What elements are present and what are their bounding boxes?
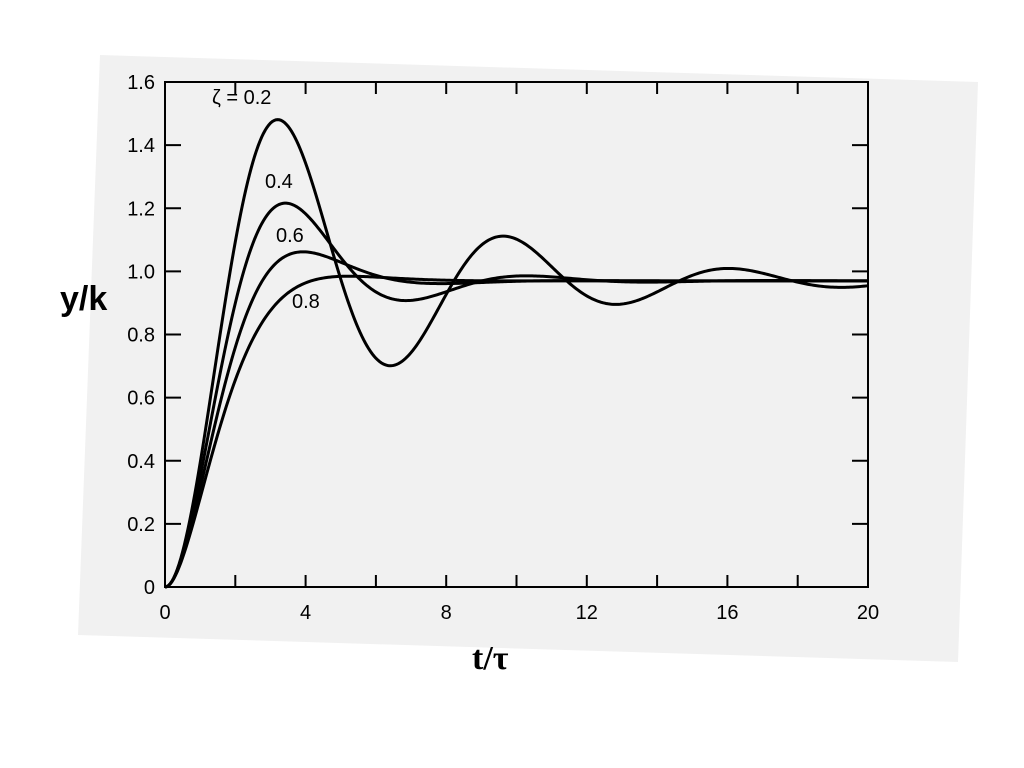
series-labels: ζ = 0.2 0.4 0.6 0.8 <box>212 87 320 313</box>
series-line <box>164 274 868 589</box>
y-tick-label: 0 <box>144 577 155 599</box>
series-label: 0.4 <box>265 171 293 193</box>
y-tick-label: 0.6 <box>127 388 155 410</box>
x-tick-label: 4 <box>300 602 311 624</box>
paper-sheet <box>78 55 978 662</box>
series-label: 0.8 <box>292 291 320 313</box>
y-tick-label: 1.2 <box>127 198 155 220</box>
curves <box>164 118 869 589</box>
x-tick-label: 16 <box>716 602 738 624</box>
y-tick-label: 0.4 <box>127 451 155 473</box>
x-tick-label: 8 <box>441 602 452 624</box>
y-tick-label: 1.0 <box>127 261 155 283</box>
y-tick-label: 0.8 <box>127 325 155 347</box>
y-axis-label: y/k <box>60 280 108 318</box>
tick-labels: 0 4 8 12 16 20 0 0.2 0.4 0.6 0.8 1.0 1.2 1.4 1.6 <box>127 72 879 624</box>
series-label: ζ = 0.2 <box>212 87 271 109</box>
series-label: 0.6 <box>276 225 304 247</box>
y-tick-label: 1.4 <box>127 135 155 157</box>
y-tick-label: 0.2 <box>127 514 155 536</box>
x-axis-label: t/τ <box>472 640 509 677</box>
series-line <box>164 118 869 589</box>
ticks <box>165 82 868 587</box>
x-tick-label: 0 <box>159 602 170 624</box>
x-tick-label: 20 <box>857 602 879 624</box>
y-tick-label: 1.6 <box>127 72 155 94</box>
x-tick-label: 12 <box>576 602 598 624</box>
